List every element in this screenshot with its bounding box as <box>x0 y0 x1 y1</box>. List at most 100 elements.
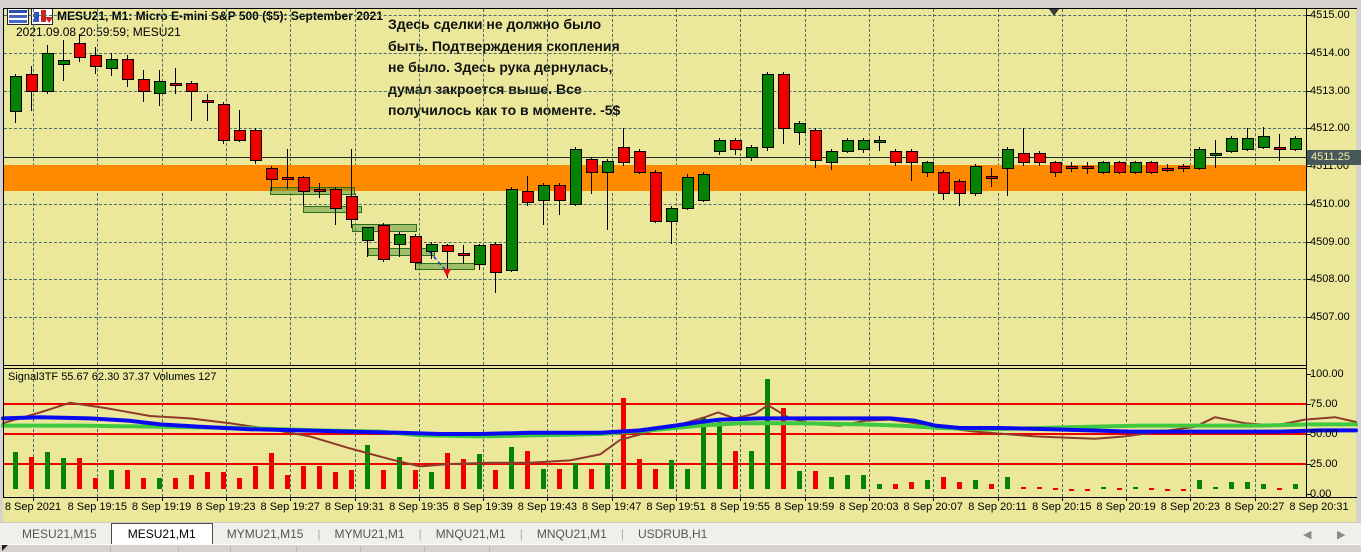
volume-bar <box>909 482 914 489</box>
candle-body <box>634 151 646 173</box>
candle-body <box>554 185 566 202</box>
tab-usdrub-h1[interactable]: USDRUB,H1 <box>637 527 708 541</box>
strip-divider <box>178 546 179 552</box>
indicator-level-line <box>3 433 1306 435</box>
volume-bar <box>1101 486 1106 489</box>
candle-wick <box>239 109 240 142</box>
price-tick <box>1306 128 1311 130</box>
time-tick <box>33 497 34 501</box>
candle-body <box>298 177 310 192</box>
price-axis-line <box>1306 8 1307 498</box>
volume-bar <box>253 466 258 489</box>
candle-body <box>106 58 118 70</box>
volume-bar <box>317 466 322 489</box>
time-tick <box>418 497 420 501</box>
time-tick <box>740 497 742 501</box>
volume-bar <box>893 484 898 489</box>
chart-shift-marker[interactable] <box>1049 9 1059 16</box>
candle-body <box>58 60 70 66</box>
candle-body <box>762 73 774 149</box>
blue-bar <box>34 12 39 22</box>
gridline-h <box>4 15 1306 17</box>
volume-bar <box>77 458 82 489</box>
bar-chart-icon[interactable] <box>31 8 53 25</box>
indicator-tick <box>1306 404 1311 405</box>
candle-body <box>698 173 710 202</box>
candle-body <box>970 166 982 194</box>
volume-bar <box>701 417 706 489</box>
price-tick <box>1306 279 1311 281</box>
candle-body <box>410 236 422 264</box>
candle-body <box>10 75 22 113</box>
volume-bar <box>109 470 114 489</box>
candle-wick <box>1023 128 1024 167</box>
tab-separator: | <box>317 527 321 541</box>
volume-bar <box>653 468 658 489</box>
candle-body <box>442 245 454 253</box>
candle-body <box>586 158 598 173</box>
price-tick <box>1306 241 1311 243</box>
icon-stripe <box>9 20 27 23</box>
candle-body <box>922 162 934 173</box>
tab-mymu21-m1[interactable]: MYMU21,M1 <box>334 527 405 541</box>
candle-body <box>1226 137 1238 153</box>
tab-scroll-left-icon[interactable]: ◀ <box>1303 529 1312 541</box>
down-arrow <box>45 17 53 23</box>
volume-bar <box>285 474 290 489</box>
candle-wick <box>671 205 672 244</box>
time-tick <box>804 497 806 501</box>
candle-body <box>506 188 518 271</box>
time-tick <box>676 497 677 501</box>
candle-body <box>778 73 790 130</box>
volume-bar <box>141 478 146 489</box>
tabs-holder: MESU21,M15 MESU21,M1 MYMU21,M15 | MYMU21,M1 |… <box>8 523 721 545</box>
candle-body <box>202 100 214 104</box>
volume-bar <box>685 468 690 489</box>
tab-mesu21-m15[interactable]: MESU21,M15 <box>22 527 97 541</box>
panel-separator-top <box>3 365 1307 366</box>
candle-body <box>842 139 854 153</box>
volume-bar <box>397 456 402 489</box>
indicator-axis-label: 75.00 <box>1310 398 1338 410</box>
time-tick <box>483 497 485 501</box>
time-axis-label: 8 Sep 19:59 <box>774 501 835 513</box>
candle-body <box>1082 166 1094 170</box>
volume-bar <box>845 474 850 489</box>
volume-bar <box>1213 486 1218 489</box>
time-axis-label: 8 Sep 19:47 <box>582 501 642 513</box>
time-axis-label: 8 Sep 19:51 <box>646 501 706 513</box>
accumulation-zone[interactable] <box>270 186 355 195</box>
volume-bar <box>1165 489 1170 492</box>
time-axis-label: 8 Sep 19:27 <box>260 501 320 513</box>
candle-wick <box>447 243 448 278</box>
candle-body <box>570 149 582 205</box>
indicator-tick <box>1306 494 1311 495</box>
tab-mymu21-m15[interactable]: MYMU21,M15 <box>226 527 304 541</box>
tab-scroll-right-icon[interactable]: ▶ <box>1337 529 1346 541</box>
candle-body <box>826 151 838 164</box>
candle-body <box>378 224 390 260</box>
candle-body <box>986 175 998 179</box>
volume-bar <box>1261 484 1266 489</box>
volume-bar <box>1229 482 1234 489</box>
time-tick <box>225 497 227 501</box>
data-table-icon[interactable] <box>7 8 29 25</box>
tab-mnqu21-m1[interactable]: MNQU21,M1 <box>536 527 607 541</box>
candle-body <box>602 160 614 173</box>
time-axis-label: 8 Sep 20:15 <box>1032 501 1092 513</box>
tab-mesu21-m1[interactable]: MESU21,M1 <box>110 523 213 545</box>
time-tick <box>933 497 935 501</box>
tab-mnqu21-m1[interactable]: MNQU21,M1 <box>435 527 506 541</box>
trade-note[interactable]: Здесь сделки не должно было быть. Подтвер… <box>388 14 620 122</box>
candle-body <box>746 147 758 158</box>
volume-bar <box>429 472 434 489</box>
candle-body <box>426 243 438 253</box>
price-axis-label: 4510.00 <box>1310 197 1350 210</box>
indicator-tick <box>1306 374 1311 375</box>
indicator-axis-label: 50.00 <box>1310 428 1338 440</box>
candle-body <box>362 226 374 241</box>
volume-bar <box>1085 489 1090 492</box>
gridline-h <box>4 90 1306 92</box>
strip-divider <box>489 546 490 552</box>
volume-bar <box>765 378 770 489</box>
